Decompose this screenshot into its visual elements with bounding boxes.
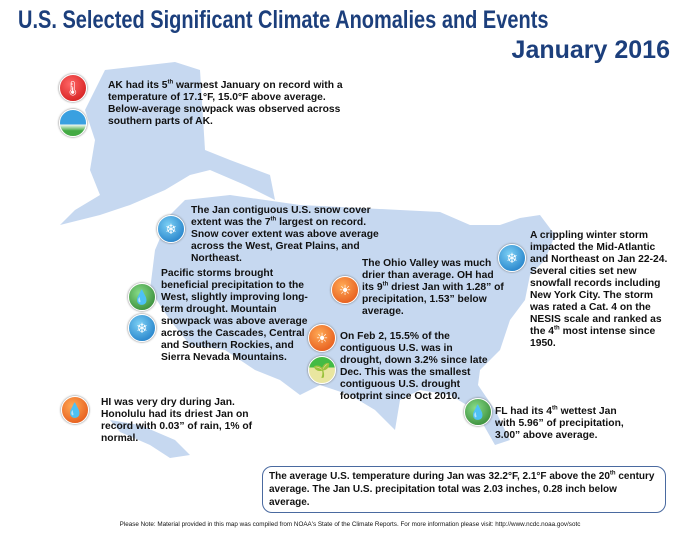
hawaii-shape — [110, 420, 190, 458]
contiguous-us-shape — [150, 195, 555, 445]
drought-text: On Feb 2, 15.5% of the contiguous U.S. w… — [340, 331, 488, 402]
snow-cover-icon: ❄ — [157, 215, 185, 243]
hot-thermometer-icon: 🌡 — [59, 74, 87, 102]
source-note: Please Note: Material provided in this m… — [119, 521, 581, 528]
florida-rain-icon: 💧 — [464, 398, 492, 426]
snowpack-icon: ❄ — [128, 314, 156, 342]
snow-cover-text: The Jan contiguous U.S. snow cover exten… — [191, 205, 379, 264]
drought-improvement-icon: 🌱 — [308, 356, 336, 384]
title-line-1: U.S. Selected Significant Climate Anomal… — [18, 6, 549, 34]
drought-icon: ☀ — [308, 324, 336, 352]
florida-text: FL had its 4th wettest Jan with 5.96” of… — [495, 405, 624, 441]
dry-icon: ☀ — [331, 276, 359, 304]
pacific-storms-text: Pacific storms brought beneficial precip… — [161, 268, 308, 363]
hawaii-text: HI was very dry during Jan. Honolulu had… — [101, 397, 253, 444]
rain-icon: 💧 — [128, 283, 156, 311]
winter-storm-text: A crippling winter storm impacted the Mi… — [530, 230, 668, 349]
national-summary-box: The average U.S. temperature during Jan … — [262, 466, 666, 513]
low-snowpack-icon — [59, 109, 87, 137]
hawaii-dry-icon: 💧 — [61, 396, 89, 424]
ohio-valley-text: The Ohio Valley was much drier than aver… — [362, 258, 504, 317]
alaska-shape — [60, 62, 275, 225]
snowflake-icon: ❄ — [498, 244, 526, 272]
alaska-event-text: AK had its 5th warmest January on record… — [108, 79, 343, 127]
title-line-2: January 2016 — [511, 36, 670, 64]
